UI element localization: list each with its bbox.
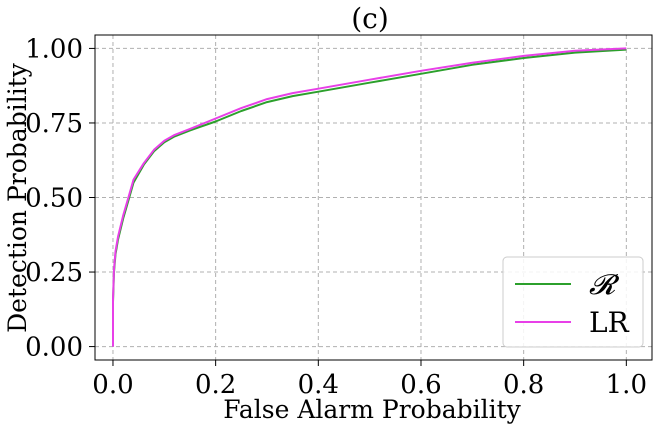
legend-box — [502, 256, 644, 348]
legend: 𝓡 LR — [502, 256, 644, 348]
axis-ticks: 0.0 0.2 0.4 0.6 0.8 1.0 0.00 0.25 0.50 0.75 1.00 — [25, 34, 647, 400]
y-tick-label: 1.00 — [25, 34, 83, 64]
y-tick-label: 0.00 — [25, 333, 83, 363]
legend-label: 𝓡 — [589, 268, 620, 301]
series-layer — [112, 47, 627, 347]
chart-title: (c) — [351, 2, 389, 35]
x-axis-label: False Alarm Probability — [223, 395, 521, 424]
x-tick-label: 0.4 — [298, 370, 339, 400]
x-tick-label: 0.6 — [400, 370, 441, 400]
x-tick-label: 0.2 — [195, 370, 236, 400]
y-tick-label: 0.75 — [25, 109, 83, 139]
y-tick-label: 0.50 — [25, 184, 83, 214]
x-tick-label: 0.8 — [503, 370, 544, 400]
y-tick-label: 0.25 — [25, 258, 83, 288]
legend-label: LR — [589, 306, 630, 339]
y-axis-label: Detection Probability — [3, 62, 32, 333]
series-line-lr — [112, 47, 627, 347]
x-tick-label: 1.0 — [606, 370, 647, 400]
x-tick-label: 0.0 — [92, 370, 133, 400]
